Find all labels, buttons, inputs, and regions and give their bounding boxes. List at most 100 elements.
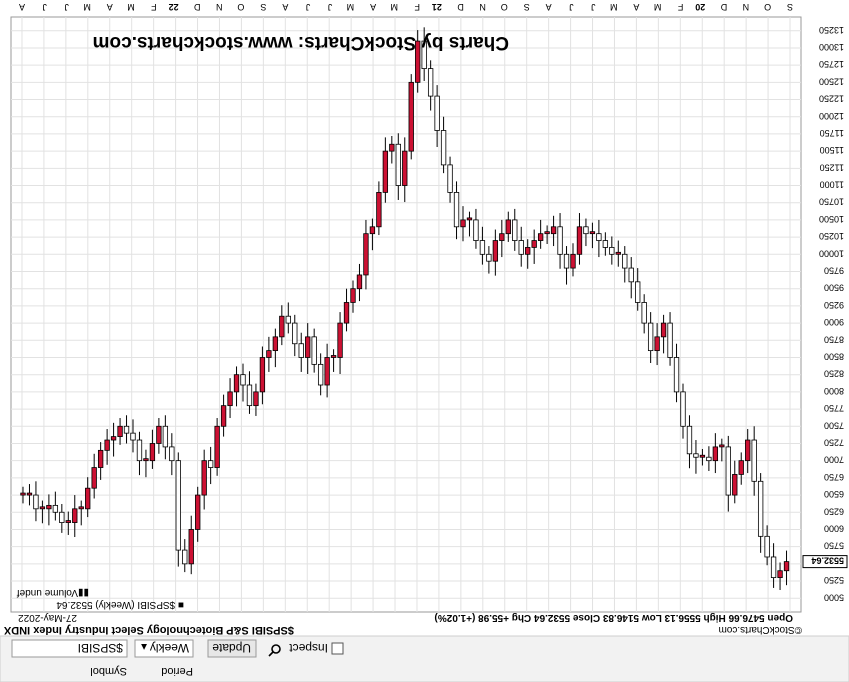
candle-body xyxy=(570,253,576,269)
inspect-control[interactable]: Inspect xyxy=(268,641,344,657)
candle-body xyxy=(764,535,770,558)
candle-body xyxy=(65,520,71,523)
symbol-input[interactable] xyxy=(11,639,128,658)
candle-body xyxy=(39,506,46,510)
candle-body xyxy=(117,425,123,437)
candle-body xyxy=(182,549,188,565)
candle-body xyxy=(188,529,194,565)
symbol-label: Symbol xyxy=(90,665,127,677)
candle-body xyxy=(693,453,699,458)
candle-body xyxy=(686,425,693,455)
candle-body xyxy=(91,467,97,489)
y-tick-label: 9250 xyxy=(824,300,844,310)
candle-body xyxy=(427,68,434,97)
x-tick-label: A xyxy=(19,2,25,12)
period-select[interactable] xyxy=(134,639,194,658)
candle-body xyxy=(33,494,39,510)
x-tick-label: 21 xyxy=(432,2,442,12)
x-tick-label: S xyxy=(260,2,266,12)
x-tick-label: S xyxy=(787,2,793,12)
candle-body xyxy=(576,226,583,255)
candle-body xyxy=(654,336,660,352)
candle-body xyxy=(531,240,537,248)
candle-body xyxy=(499,233,505,241)
x-tick-label: A xyxy=(370,2,376,12)
x-tick-label: A xyxy=(107,2,113,12)
plot-frame xyxy=(10,16,802,613)
candle-body xyxy=(660,322,667,338)
candle-body xyxy=(26,492,33,496)
candle-body xyxy=(110,436,117,441)
candle-body xyxy=(298,343,304,358)
candle-body xyxy=(486,253,492,262)
x-tick-label: A xyxy=(546,2,552,12)
x-tick-label: M xyxy=(654,2,662,12)
y-tick-label: 10250 xyxy=(819,231,844,241)
y-tick-label: 7250 xyxy=(824,437,844,447)
x-tick-label: J xyxy=(328,2,333,12)
x-tick-label: J xyxy=(64,2,69,12)
candle-body xyxy=(169,446,175,462)
y-tick-label: 7000 xyxy=(824,455,844,465)
candle-body xyxy=(563,253,570,269)
x-tick-label: S xyxy=(524,2,530,12)
candle-body xyxy=(369,226,376,235)
candle-body xyxy=(622,253,628,269)
candle-body xyxy=(253,391,259,407)
candle-body xyxy=(175,460,181,551)
chevron-up-icon: ▲ xyxy=(139,641,149,652)
candle-body xyxy=(609,247,615,255)
update-button[interactable]: Update xyxy=(207,639,257,658)
candle-body xyxy=(272,336,279,352)
candle-body xyxy=(732,474,738,496)
candle-body xyxy=(285,315,291,324)
candle-body xyxy=(757,480,764,537)
candle-body xyxy=(745,439,751,462)
candle-body xyxy=(434,95,440,131)
symbol-control: $SPSIBI Symbol xyxy=(11,639,128,677)
x-tick-label: J xyxy=(42,2,47,12)
volume-legend: ▮▮Volume undef xyxy=(17,587,89,598)
copyright-text: ©StockCharts.com xyxy=(718,624,802,635)
candle-body xyxy=(389,143,395,152)
candle-body xyxy=(376,192,382,228)
symbol-title: $SPSIBI S&P Biotechnology Select Industr… xyxy=(3,624,294,636)
candle-body xyxy=(266,350,272,358)
y-tick-label: 12000 xyxy=(819,111,844,121)
candle-body xyxy=(460,219,466,228)
x-tick-label: F xyxy=(151,2,157,12)
candle-body xyxy=(447,164,453,193)
candle-body xyxy=(706,456,712,462)
candle-body xyxy=(149,443,156,462)
y-tick-label: 7750 xyxy=(824,403,844,413)
candle-body xyxy=(136,439,143,462)
x-tick-label: N xyxy=(743,2,750,12)
candle-body xyxy=(473,219,479,241)
x-tick-label: M xyxy=(127,2,135,12)
x-tick-label: O xyxy=(237,2,244,12)
candle-body xyxy=(78,506,84,510)
x-tick-label: O xyxy=(764,2,771,12)
candle-body xyxy=(453,192,460,228)
inspect-checkbox[interactable] xyxy=(331,642,344,655)
x-tick-label: N xyxy=(216,2,223,12)
y-tick-label: 5750 xyxy=(824,541,844,551)
candle-body xyxy=(725,446,731,496)
x-tick-label: J xyxy=(306,2,311,12)
x-tick-label: D xyxy=(194,2,201,12)
y-tick-label: 6000 xyxy=(824,523,844,533)
y-tick-label: 8750 xyxy=(824,334,844,344)
y-tick-label: 9750 xyxy=(824,266,844,276)
candle-body xyxy=(85,487,91,510)
period-label: Period xyxy=(161,665,193,677)
series-legend: ■ $SPSIBI (Weekly) 5532.64 xyxy=(56,599,184,610)
candle-body xyxy=(783,561,790,572)
y-tick-label: 9000 xyxy=(824,317,844,327)
y-tick-label: 8000 xyxy=(824,386,844,396)
ohlc-summary: Open 5476.66 High 5556.13 Low 5146.83 Cl… xyxy=(434,612,793,623)
candle-body xyxy=(233,374,240,393)
candle-body xyxy=(525,247,531,255)
candle-body xyxy=(647,322,654,352)
candle-body xyxy=(382,150,389,193)
